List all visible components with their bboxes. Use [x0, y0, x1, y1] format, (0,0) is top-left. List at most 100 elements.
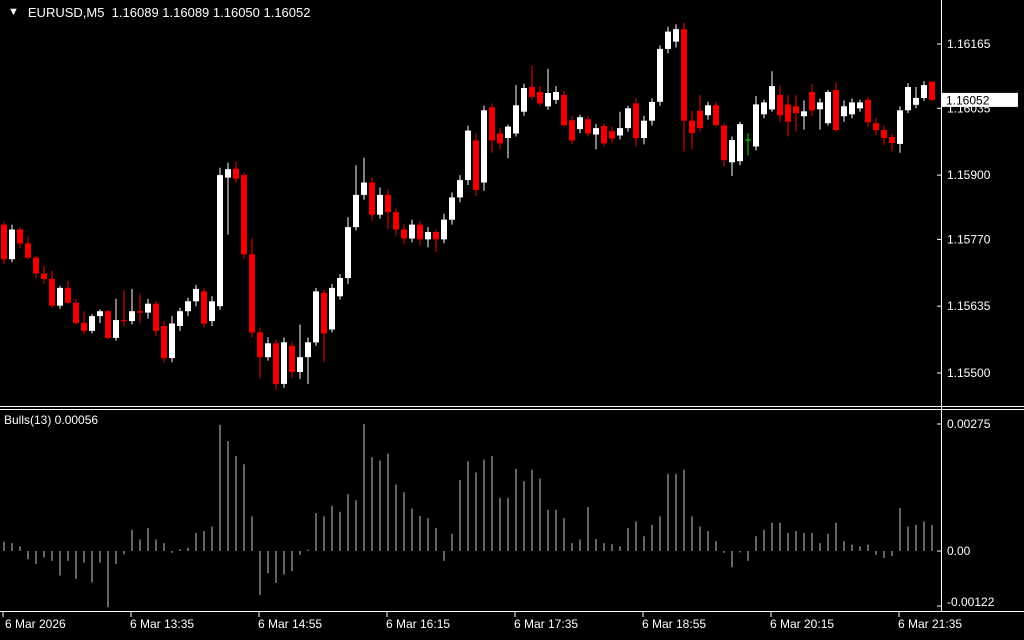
candle-body — [409, 224, 415, 239]
candle-body — [913, 97, 919, 105]
time-tick-label: 6 Mar 18:55 — [642, 617, 706, 631]
candle-body — [289, 345, 295, 372]
price-tick-label: 1.15500 — [947, 366, 991, 380]
time-tick-label: 6 Mar 2026 — [5, 617, 66, 631]
candle-body — [753, 104, 759, 147]
candle-body — [113, 320, 119, 338]
candle-body — [665, 31, 671, 49]
candle-body — [529, 87, 535, 97]
time-tick-label: 6 Mar 13:35 — [130, 617, 194, 631]
candle-body — [721, 125, 727, 161]
candle-body — [641, 120, 647, 138]
candle-body — [105, 311, 111, 338]
candle-body — [569, 120, 575, 141]
candle-body — [73, 302, 79, 323]
candle-body — [361, 182, 367, 195]
candle-body — [689, 120, 695, 134]
candle-body — [433, 232, 439, 240]
candle-body — [649, 101, 655, 121]
candle-body — [1, 224, 7, 260]
candle-body — [89, 316, 95, 331]
candle-body — [545, 93, 551, 107]
symbol-dropdown-icon[interactable]: ▼ — [8, 6, 19, 18]
candle-body — [217, 175, 223, 307]
candle-body — [249, 254, 255, 333]
price-tick-label: 1.16165 — [947, 37, 991, 51]
candle-body — [785, 104, 791, 122]
candle-body — [209, 301, 215, 322]
candle-body — [473, 140, 479, 190]
candle-body — [513, 105, 519, 134]
candle-body — [713, 105, 719, 126]
candle-body — [225, 169, 231, 178]
candle-body — [17, 229, 23, 244]
price-chart-area[interactable] — [0, 0, 941, 406]
time-tick-label: 6 Mar 14:55 — [258, 617, 322, 631]
candle-body — [809, 92, 815, 111]
candle-body — [881, 130, 887, 138]
candle-body — [65, 287, 71, 303]
candle-body — [265, 343, 271, 358]
candle-body — [873, 123, 879, 131]
candle-body — [297, 357, 303, 372]
candle-body — [33, 257, 39, 274]
candle-body — [825, 92, 831, 124]
candle-body — [121, 320, 127, 322]
current-price-label: 1.16052 — [946, 93, 990, 107]
candle-body — [49, 279, 55, 306]
candle-body — [585, 119, 591, 134]
candle-body — [201, 291, 207, 324]
time-tick-label: 6 Mar 16:15 — [386, 617, 450, 631]
candle-body — [465, 130, 471, 181]
candle-body — [857, 102, 863, 109]
candle-body — [353, 194, 359, 228]
price-tick-label: 1.15770 — [947, 232, 991, 246]
candle-body — [161, 326, 167, 359]
indicator-chart-area[interactable] — [0, 410, 941, 611]
candle-body — [337, 278, 343, 297]
candle-body — [329, 287, 335, 330]
candle-body — [9, 229, 15, 260]
candle-body — [729, 140, 735, 163]
candle-body — [169, 323, 175, 359]
candle-body — [521, 88, 527, 112]
candle-body — [401, 229, 407, 239]
time-tick-label: 6 Mar 21:35 — [898, 617, 962, 631]
candle-body — [193, 288, 199, 302]
candle-body — [129, 311, 135, 322]
candle-body — [489, 107, 495, 141]
panel-separator[interactable] — [0, 406, 1024, 407]
candle-body — [705, 105, 711, 116]
panel-separator[interactable] — [0, 409, 1024, 410]
candle-body — [137, 311, 143, 313]
candle-body — [673, 29, 679, 42]
candle-body — [921, 85, 927, 98]
time-axis-line — [0, 611, 1024, 612]
candle-body — [793, 106, 799, 114]
candle-body — [577, 117, 583, 130]
candle-body — [41, 273, 47, 279]
candle-body — [593, 128, 599, 135]
candle-body — [841, 106, 847, 117]
candle-body — [625, 108, 631, 129]
candle-body — [257, 332, 263, 358]
candle-body — [865, 99, 871, 123]
candle-body — [425, 232, 431, 240]
candle-body — [497, 133, 503, 144]
candle-body — [681, 29, 687, 121]
indicator-label: Bulls(13) 0.00056 — [4, 413, 99, 427]
candle-body — [145, 303, 151, 313]
candle-body — [81, 323, 87, 331]
current-price-box — [942, 92, 1018, 107]
indicator-tick-label: -0.00122 — [947, 595, 995, 609]
candle-body — [377, 194, 383, 215]
candle-body — [697, 110, 703, 129]
candle-body — [601, 126, 607, 144]
candle-body — [745, 139, 751, 141]
candle-body — [441, 219, 447, 240]
indicator-tick-label: 0.00275 — [947, 417, 991, 431]
candle-body — [505, 126, 511, 138]
candle-body — [481, 110, 487, 183]
